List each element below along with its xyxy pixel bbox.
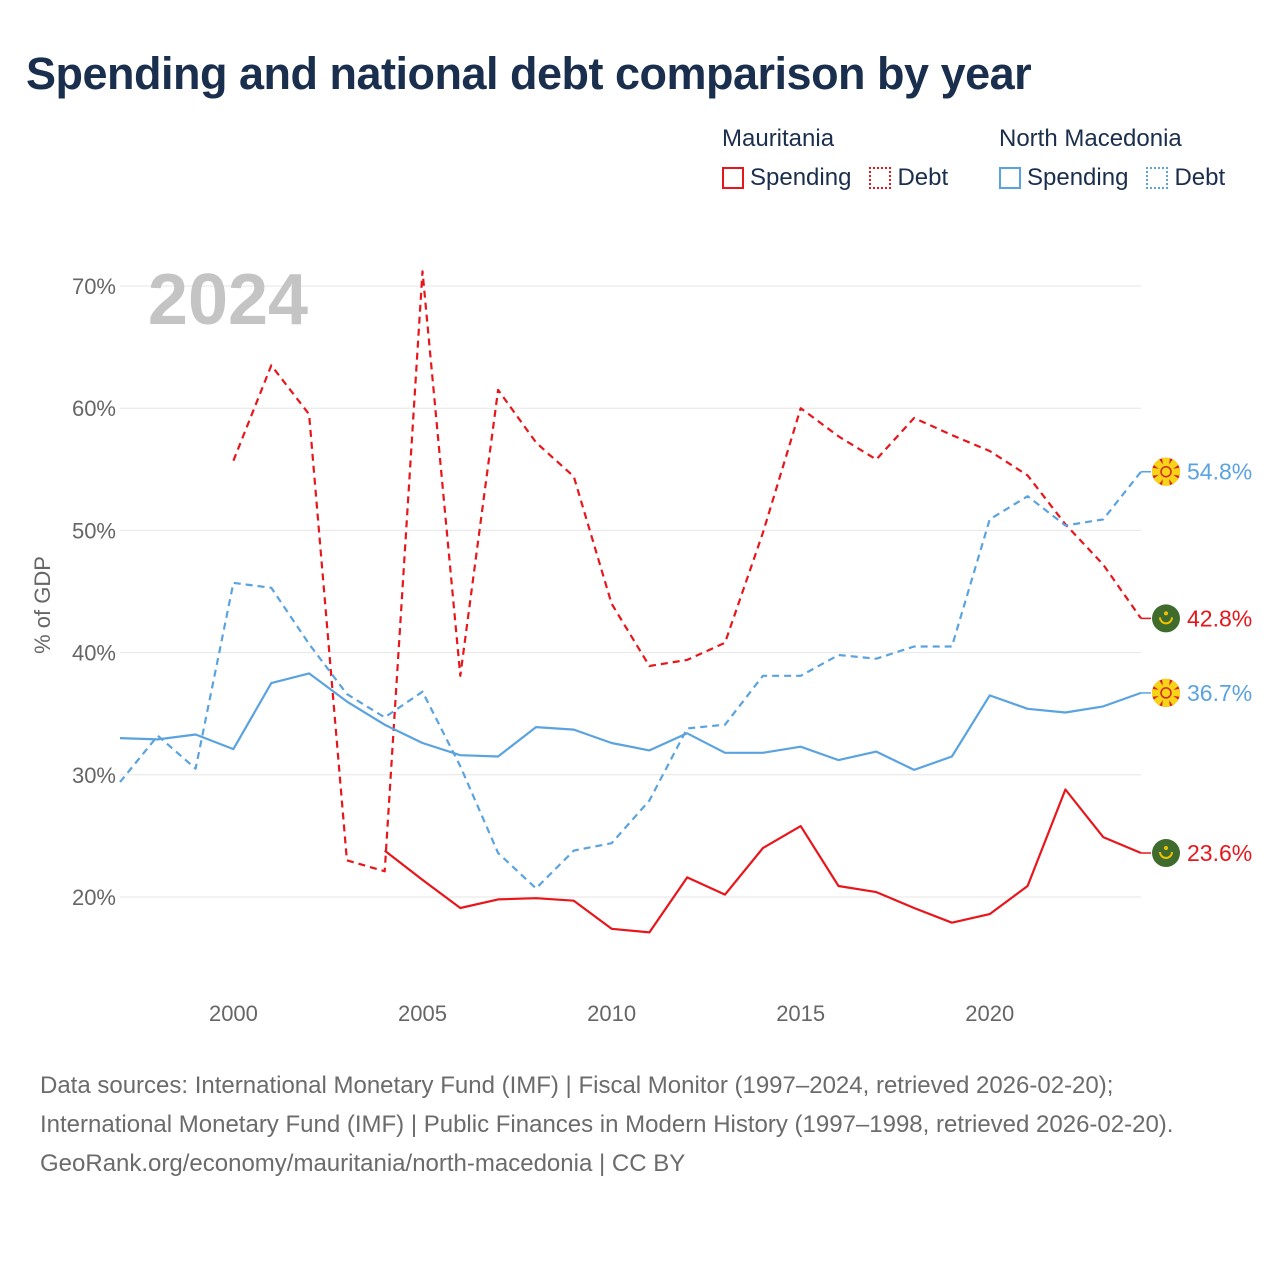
north-macedonia-flag-icon	[1152, 457, 1180, 486]
year-badge: 2024	[148, 260, 308, 340]
legend-country-label: Mauritania	[722, 125, 835, 152]
x-tick-label-2020: 2020	[965, 1001, 1014, 1026]
footer: Data sources: International Monetary Fun…	[40, 1066, 1240, 1183]
legend-item-label: Debt	[1174, 164, 1226, 191]
legend-item-north-macedonia-debt[interactable]: Debt	[1146, 164, 1225, 192]
y-tick-label-60: 60%	[72, 396, 116, 421]
legend-item-north-macedonia-spending[interactable]: Spending	[999, 164, 1128, 192]
series-layer	[119, 270, 1142, 934]
legend-item-mauritania-spending[interactable]: Spending	[722, 164, 851, 192]
marker-layer: 42.8% 23.6% 54.8% 36.7%	[1141, 457, 1252, 868]
chart-title: Spending and national debt comparison by…	[26, 48, 1032, 99]
legend-swatch-solid	[999, 167, 1021, 189]
legend-item-mauritania-debt[interactable]: Debt	[869, 164, 948, 192]
series-line-mauritania-spending[interactable]	[384, 788, 1142, 934]
end-value-label-mauritania-spending: 23.6%	[1187, 840, 1252, 866]
x-tick-label-2015: 2015	[776, 1001, 825, 1026]
x-tick-label-2010: 2010	[587, 1001, 636, 1026]
legend-swatch-solid	[722, 167, 744, 189]
legend-swatch-dotted	[869, 167, 892, 189]
series-line-north-macedonia-debt[interactable]	[119, 471, 1142, 890]
mauritania-flag-icon	[1152, 604, 1180, 633]
grid-layer: 20% 30% 40% 50% 60% 70% 2000 2005 2010 2015 2020	[72, 274, 1141, 1026]
end-value-label-north-macedonia-spending: 36.7%	[1187, 680, 1252, 706]
y-tick-label-40: 40%	[72, 641, 116, 666]
legend-item-label: Debt	[897, 164, 949, 191]
y-tick-label-30: 30%	[72, 763, 116, 788]
x-tick-label-2000: 2000	[209, 1001, 258, 1026]
credit-link[interactable]: GeoRank.org/economy/mauritania/north-mac…	[40, 1150, 686, 1177]
data-sources: Data sources: International Monetary Fun…	[40, 1072, 1174, 1138]
legend-mauritania: Mauritania Spending Debt	[722, 120, 966, 198]
series-line-north-macedonia-spending[interactable]	[119, 672, 1142, 771]
end-value-label-north-macedonia-debt: 54.8%	[1187, 459, 1252, 485]
north-macedonia-flag-icon	[1152, 678, 1180, 707]
series-line-mauritania-debt[interactable]	[232, 270, 1142, 873]
legend-swatch-dotted	[1146, 167, 1169, 189]
mauritania-flag-icon	[1152, 839, 1180, 868]
legend-north-macedonia: North Macedonia Spending Debt	[999, 120, 1243, 198]
end-value-label-mauritania-debt: 42.8%	[1187, 605, 1252, 631]
legend-item-label: Spending	[1027, 164, 1129, 191]
y-tick-label-20: 20%	[72, 885, 116, 910]
y-tick-label-70: 70%	[72, 274, 116, 299]
y-tick-label-50: 50%	[72, 518, 116, 543]
y-axis-title: % of GDP	[30, 556, 55, 654]
legend-item-label: Spending	[750, 164, 852, 191]
legend-country-label: North Macedonia	[999, 125, 1182, 152]
x-tick-label-2005: 2005	[398, 1001, 447, 1026]
